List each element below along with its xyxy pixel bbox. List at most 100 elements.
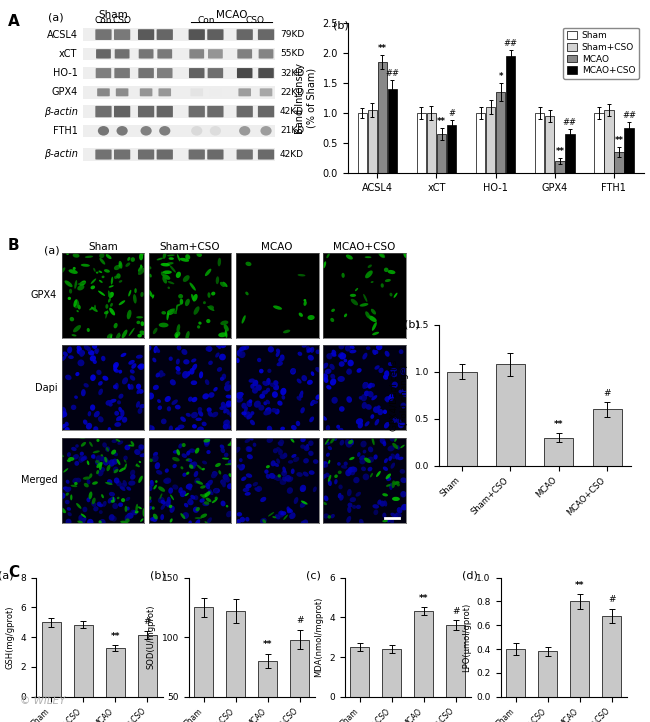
Ellipse shape (65, 375, 72, 380)
Ellipse shape (266, 388, 270, 392)
Ellipse shape (146, 506, 153, 510)
Ellipse shape (338, 428, 343, 432)
Ellipse shape (166, 262, 174, 265)
Ellipse shape (265, 407, 271, 412)
Ellipse shape (285, 475, 291, 481)
Ellipse shape (383, 375, 388, 380)
Ellipse shape (99, 463, 102, 470)
Ellipse shape (189, 464, 194, 469)
Ellipse shape (188, 499, 194, 505)
Ellipse shape (194, 495, 198, 500)
Ellipse shape (276, 458, 280, 464)
Ellipse shape (222, 474, 229, 480)
Ellipse shape (209, 490, 212, 494)
Ellipse shape (120, 486, 125, 491)
Bar (570, 601, 590, 697)
Ellipse shape (202, 502, 209, 506)
Ellipse shape (280, 454, 286, 459)
Ellipse shape (214, 497, 218, 500)
FancyBboxPatch shape (116, 88, 129, 96)
Ellipse shape (125, 518, 130, 523)
Ellipse shape (194, 517, 202, 519)
Ellipse shape (98, 469, 103, 477)
Ellipse shape (296, 421, 300, 426)
Ellipse shape (157, 258, 163, 261)
Ellipse shape (195, 519, 200, 526)
Ellipse shape (266, 465, 270, 469)
Ellipse shape (108, 427, 111, 432)
Ellipse shape (247, 454, 253, 459)
Ellipse shape (219, 406, 226, 410)
Text: #: # (144, 617, 151, 627)
Ellipse shape (83, 507, 87, 513)
Ellipse shape (298, 313, 303, 317)
Ellipse shape (241, 477, 246, 481)
Ellipse shape (94, 411, 100, 417)
Ellipse shape (88, 411, 91, 417)
Text: #: # (452, 606, 460, 616)
Ellipse shape (400, 389, 404, 393)
Ellipse shape (250, 411, 254, 415)
Ellipse shape (99, 280, 103, 283)
Ellipse shape (183, 360, 190, 365)
Ellipse shape (182, 371, 188, 378)
Ellipse shape (389, 292, 393, 297)
Ellipse shape (374, 419, 379, 425)
Ellipse shape (81, 513, 86, 518)
Ellipse shape (186, 451, 190, 456)
Ellipse shape (380, 500, 385, 507)
Ellipse shape (212, 471, 218, 477)
Ellipse shape (170, 506, 175, 513)
Ellipse shape (248, 399, 252, 403)
Ellipse shape (394, 513, 398, 520)
Ellipse shape (108, 298, 111, 303)
Ellipse shape (334, 479, 337, 484)
Ellipse shape (109, 292, 114, 298)
Ellipse shape (393, 417, 397, 423)
Ellipse shape (136, 401, 140, 408)
Ellipse shape (195, 448, 200, 453)
Ellipse shape (103, 501, 107, 507)
Ellipse shape (227, 460, 233, 466)
Ellipse shape (183, 275, 190, 282)
Ellipse shape (220, 377, 224, 381)
Ellipse shape (369, 316, 377, 322)
Ellipse shape (162, 277, 167, 284)
Ellipse shape (202, 422, 207, 426)
Ellipse shape (224, 324, 229, 331)
Ellipse shape (326, 453, 330, 457)
FancyBboxPatch shape (207, 30, 224, 40)
Ellipse shape (328, 516, 331, 518)
FancyBboxPatch shape (97, 106, 110, 117)
Ellipse shape (339, 353, 346, 360)
Ellipse shape (207, 306, 214, 311)
Ellipse shape (291, 438, 294, 443)
Ellipse shape (392, 443, 398, 449)
Ellipse shape (98, 417, 103, 422)
Ellipse shape (91, 307, 98, 312)
Ellipse shape (164, 477, 172, 484)
Text: ##: ## (622, 110, 636, 120)
Ellipse shape (291, 425, 296, 430)
FancyBboxPatch shape (208, 49, 223, 58)
Ellipse shape (83, 419, 88, 425)
Ellipse shape (111, 516, 117, 522)
Ellipse shape (205, 346, 213, 352)
Ellipse shape (179, 299, 183, 305)
Ellipse shape (338, 471, 342, 474)
FancyBboxPatch shape (157, 49, 172, 58)
Ellipse shape (153, 385, 159, 390)
Ellipse shape (64, 280, 73, 287)
Ellipse shape (153, 328, 157, 334)
FancyBboxPatch shape (97, 88, 110, 96)
Ellipse shape (75, 372, 79, 376)
Ellipse shape (202, 493, 207, 498)
Ellipse shape (388, 456, 392, 461)
FancyBboxPatch shape (188, 149, 205, 160)
Ellipse shape (198, 407, 202, 412)
Ellipse shape (84, 483, 89, 487)
Ellipse shape (83, 456, 87, 460)
FancyBboxPatch shape (116, 69, 128, 78)
Ellipse shape (73, 267, 76, 270)
Ellipse shape (114, 422, 121, 427)
